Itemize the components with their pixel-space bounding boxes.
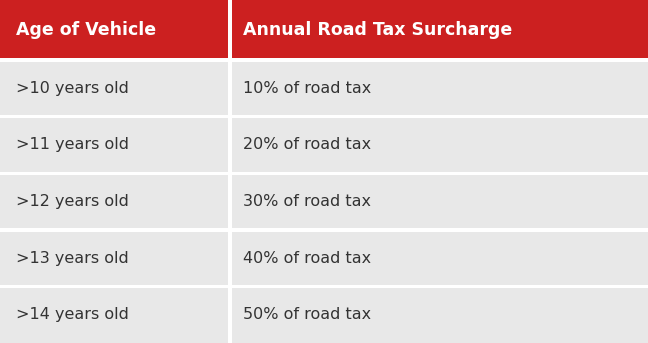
Text: 40% of road tax: 40% of road tax [243, 251, 371, 265]
Bar [0, 60, 228, 117]
Text: >11 years old: >11 years old [16, 138, 129, 152]
Text: 10% of road tax: 10% of road tax [243, 81, 371, 96]
Bar [0, 0, 228, 60]
Text: >14 years old: >14 years old [16, 307, 129, 322]
Bar [232, 173, 648, 230]
Text: >13 years old: >13 years old [16, 251, 129, 265]
Bar [0, 172, 648, 175]
Bar [0, 286, 228, 343]
Bar [228, 0, 232, 343]
Text: >10 years old: >10 years old [16, 81, 129, 96]
Bar [0, 115, 648, 118]
Bar [232, 286, 648, 343]
Bar [232, 60, 648, 117]
Text: Age of Vehicle: Age of Vehicle [16, 21, 156, 39]
Bar [232, 0, 648, 60]
Bar [0, 58, 648, 62]
Text: 50% of road tax: 50% of road tax [243, 307, 371, 322]
Text: >12 years old: >12 years old [16, 194, 129, 209]
Bar [0, 228, 648, 232]
Text: 20% of road tax: 20% of road tax [243, 138, 371, 152]
Bar [232, 230, 648, 286]
Text: 30% of road tax: 30% of road tax [243, 194, 371, 209]
Text: Annual Road Tax Surcharge: Annual Road Tax Surcharge [243, 21, 513, 39]
Bar [0, 117, 228, 173]
Bar [0, 230, 228, 286]
Bar [0, 173, 228, 230]
Bar [0, 285, 648, 288]
Bar [232, 117, 648, 173]
